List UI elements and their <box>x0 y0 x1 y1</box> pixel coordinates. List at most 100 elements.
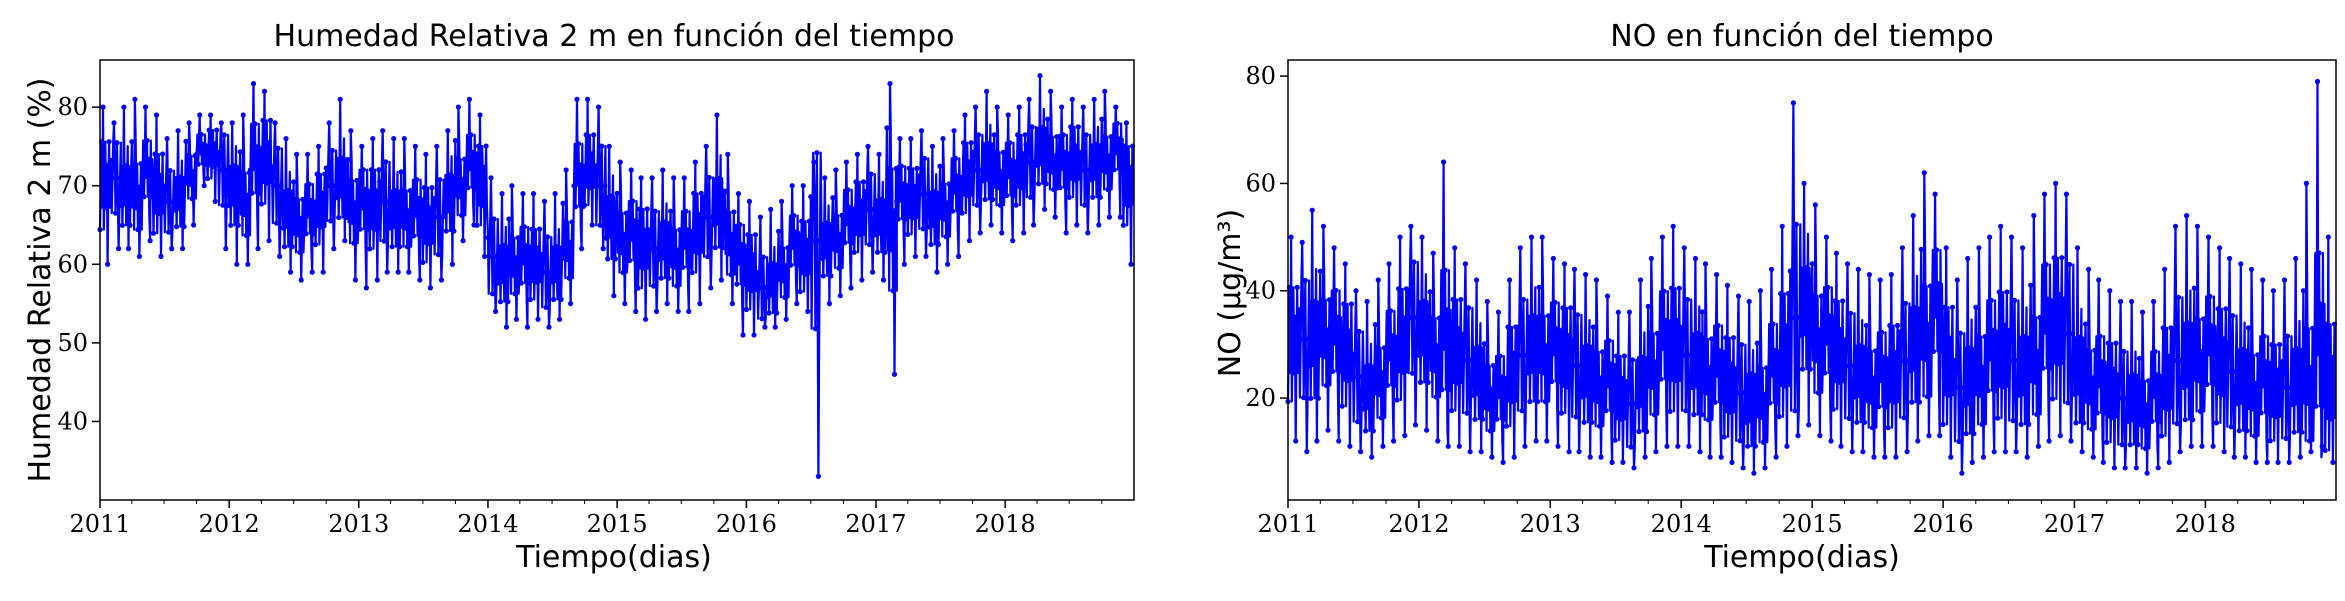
no-data-point <box>2330 459 2336 465</box>
humidity-data-point <box>485 235 491 241</box>
humidity-data-point <box>499 191 505 197</box>
humidity-data-point <box>942 216 948 222</box>
no-data-point <box>1873 348 1879 354</box>
no-data-point <box>2074 245 2081 251</box>
no-data-point <box>2144 470 2150 476</box>
humidity-data-point <box>497 299 504 305</box>
humidity-data-point <box>445 128 451 134</box>
no-data-point <box>1575 312 1581 318</box>
humidity-data-point <box>275 145 281 151</box>
humidity-data-point <box>728 272 734 278</box>
no-data-point <box>2157 418 2163 424</box>
no-data-point <box>1888 272 1894 278</box>
no-data-point <box>1474 277 1480 283</box>
no-data-point <box>1636 428 1642 435</box>
no-data-point <box>2114 372 2121 378</box>
humidity-data-point <box>1071 159 1077 165</box>
no-data-point <box>1987 234 1993 240</box>
humidity-data-point <box>133 205 139 211</box>
no-data-point <box>1552 299 1558 306</box>
no-data-point <box>1589 419 1595 425</box>
humidity-data-point <box>150 230 157 236</box>
humidity-data-point <box>172 207 178 213</box>
humidity-data-point <box>594 183 600 189</box>
no-data-point <box>2180 384 2187 390</box>
humidity-data-point <box>194 151 200 157</box>
humidity-data-point <box>1046 134 1052 140</box>
humidity-data-point <box>1029 124 1035 130</box>
no-data-point <box>1790 100 1796 106</box>
no-data-point <box>1601 384 1607 390</box>
no-data-point <box>1785 290 1791 297</box>
humidity-data-point <box>833 167 839 173</box>
humidity-data-point <box>362 186 368 193</box>
no-data-point <box>1437 347 1444 353</box>
humidity-data-point <box>509 183 515 189</box>
humidity-data-point <box>466 96 472 102</box>
humidity-data-point <box>552 191 558 197</box>
no-data-point <box>1322 354 1328 360</box>
no-data-point <box>1883 404 1889 410</box>
no-data-point <box>1344 352 1350 358</box>
humidity-data-point <box>1034 162 1040 168</box>
no-chart-ylabel: NO (μg/m³) <box>1213 209 1248 378</box>
no-data-point <box>1980 454 1987 460</box>
no-data-point <box>1412 422 1419 428</box>
no-data-point <box>2124 395 2130 401</box>
humidity-data-point <box>319 224 325 230</box>
humidity-data-point <box>1059 104 1065 110</box>
no-data-point <box>2020 245 2026 251</box>
no-data-point <box>2239 346 2245 353</box>
humidity-data-point <box>106 139 112 145</box>
no-data-point <box>2252 433 2258 439</box>
no-data-point <box>2133 465 2139 471</box>
humidity-data-point <box>314 171 320 177</box>
no-x-tick-label: 2016 <box>1913 510 1974 538</box>
humidity-data-point <box>535 316 541 322</box>
no-data-point <box>2221 449 2227 455</box>
humidity-data-point <box>543 304 549 310</box>
no-data-point <box>2286 459 2292 465</box>
humidity-data-point <box>184 153 191 159</box>
humidity-data-point <box>1049 169 1055 175</box>
no-data-point <box>1405 287 1411 293</box>
humidity-data-point <box>291 179 297 185</box>
humidity-data-point <box>263 159 269 165</box>
no-data-point <box>1435 438 1441 444</box>
no-data-point <box>1339 403 1345 409</box>
no-data-point <box>2154 372 2160 378</box>
humidity-data-point <box>612 256 618 262</box>
no-data-point <box>1667 408 1673 414</box>
humidity-data-point <box>836 265 842 271</box>
no-data-point <box>1356 328 1362 335</box>
no-data-point <box>1953 384 1959 390</box>
no-data-point <box>1751 470 1757 476</box>
no-data-point <box>2107 288 2113 294</box>
humidity-data-point <box>429 185 435 191</box>
humidity-data-point <box>640 246 646 252</box>
humidity-data-point <box>1116 136 1122 142</box>
humidity-data-point <box>752 232 759 238</box>
no-data-point <box>1699 412 1705 418</box>
humidity-data-point <box>879 214 885 220</box>
humidity-data-point <box>354 177 360 184</box>
humidity-data-point <box>264 180 271 186</box>
no-data-point <box>1626 309 1632 315</box>
no-data-point <box>1949 304 1955 310</box>
no-data-point <box>1943 245 1949 251</box>
no-data-point <box>2048 365 2054 371</box>
no-data-point <box>1578 363 1584 369</box>
humidity-data-point <box>812 326 819 332</box>
no-data-point <box>1902 300 1909 306</box>
humidity-data-point <box>561 219 568 225</box>
humidity-y-tick-label: 40 <box>57 407 88 435</box>
humidity-data-point <box>339 155 345 161</box>
no-data-point <box>1874 379 1880 385</box>
humidity-data-point <box>1111 167 1117 173</box>
humidity-data-point <box>614 190 620 196</box>
humidity-data-point <box>920 226 926 232</box>
humidity-data-point <box>415 195 421 201</box>
no-data-point <box>1432 368 1438 374</box>
no-data-point <box>2045 296 2051 302</box>
no-data-point <box>1472 416 1478 422</box>
